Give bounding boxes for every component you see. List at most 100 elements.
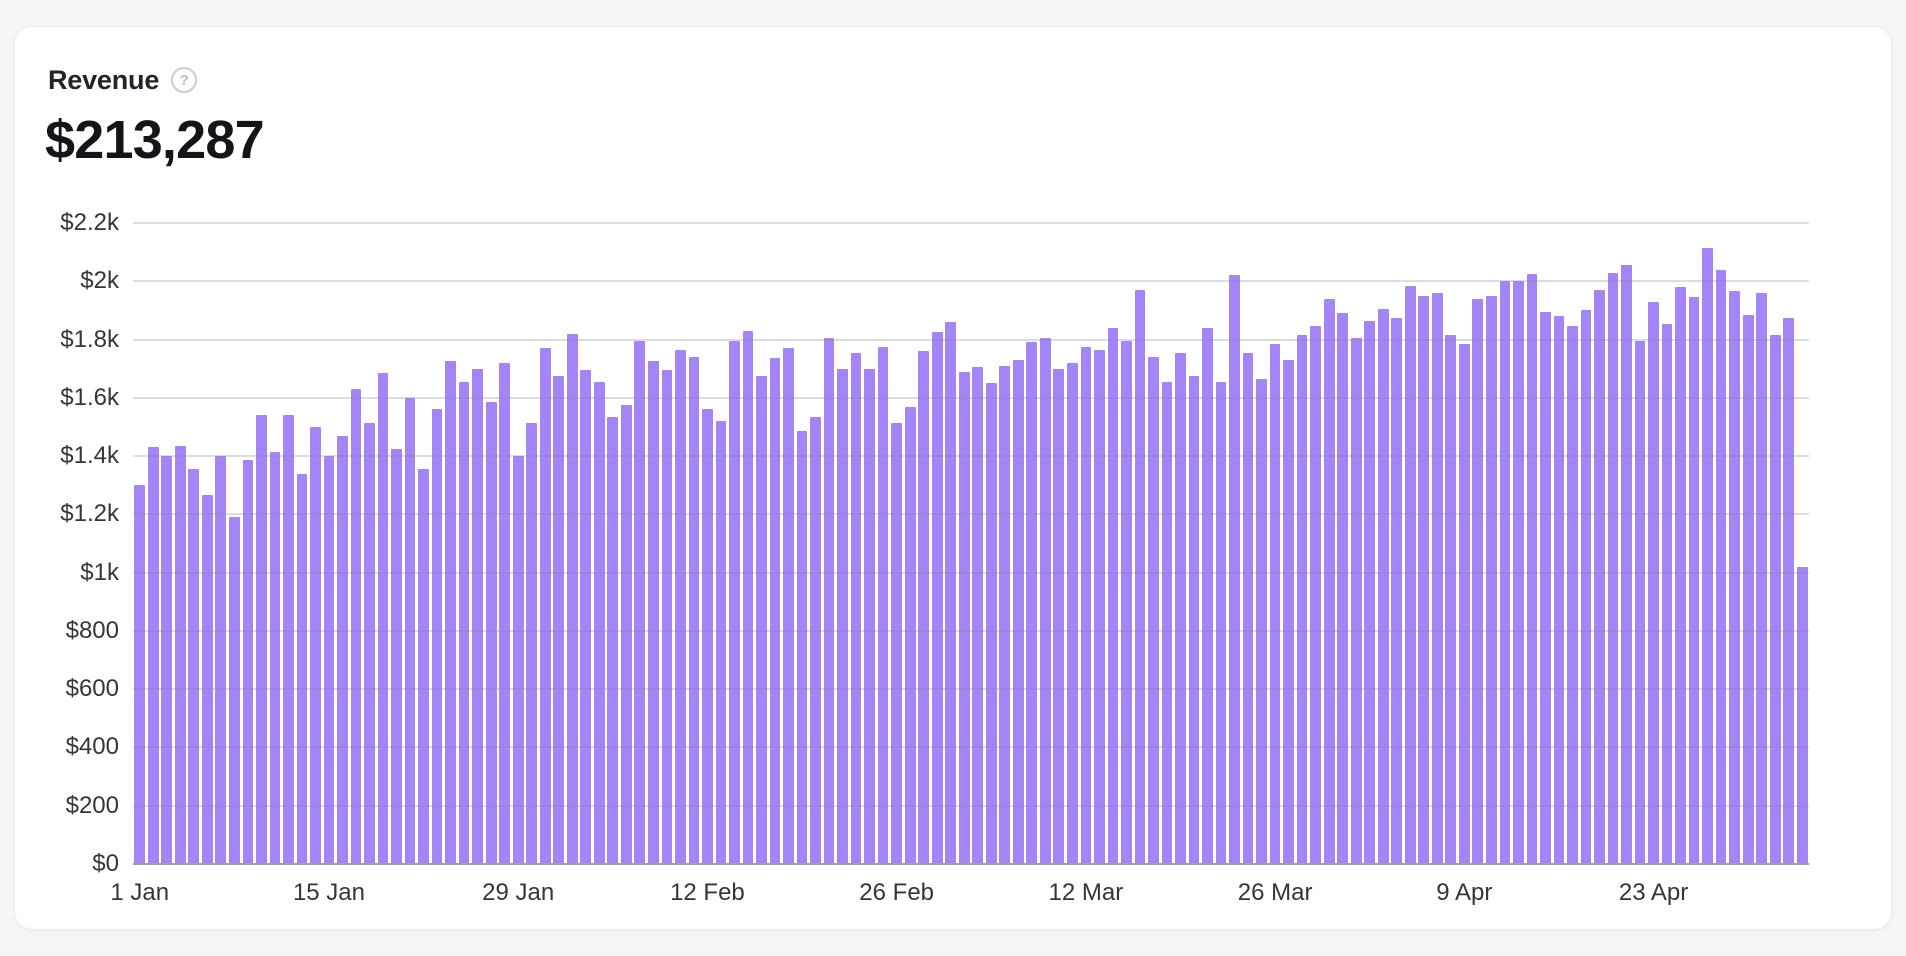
bar-day-100[interactable]	[1472, 298, 1484, 864]
bar-day-35[interactable]	[593, 381, 605, 864]
bar-day-37[interactable]	[620, 405, 632, 864]
bar-day-77[interactable]	[1161, 381, 1173, 864]
bar-day-29[interactable]	[512, 456, 524, 864]
bar-day-124[interactable]	[1796, 566, 1808, 864]
bar-day-27[interactable]	[485, 402, 497, 864]
bar-day-10[interactable]	[256, 415, 267, 864]
bar-day-97[interactable]	[1431, 292, 1443, 864]
bar-day-78[interactable]	[1175, 352, 1186, 864]
bar-day-30[interactable]	[526, 422, 538, 864]
bar-day-13[interactable]	[296, 473, 308, 864]
bar-day-92[interactable]	[1364, 320, 1376, 864]
bar-day-34[interactable]	[580, 370, 592, 864]
bar-day-57[interactable]	[891, 422, 902, 864]
bar-day-18[interactable]	[364, 422, 375, 864]
bar-day-1[interactable]	[134, 485, 146, 864]
bar-day-69[interactable]	[1053, 368, 1065, 864]
bar-day-84[interactable]	[1256, 378, 1267, 864]
bar-day-83[interactable]	[1242, 352, 1254, 864]
bar-day-119[interactable]	[1729, 291, 1740, 864]
bar-day-123[interactable]	[1783, 317, 1795, 864]
bar-day-16[interactable]	[337, 435, 348, 864]
bar-day-85[interactable]	[1269, 343, 1281, 864]
bar-day-117[interactable]	[1702, 247, 1713, 864]
bar-day-118[interactable]	[1715, 269, 1727, 864]
bar-day-108[interactable]	[1580, 310, 1592, 864]
bar-day-121[interactable]	[1756, 292, 1768, 864]
bar-day-93[interactable]	[1377, 308, 1389, 864]
bar-day-66[interactable]	[1012, 359, 1024, 864]
bar-day-61[interactable]	[945, 322, 957, 864]
bar-day-32[interactable]	[553, 375, 565, 864]
bar-day-87[interactable]	[1296, 335, 1308, 864]
bar-day-94[interactable]	[1391, 317, 1403, 864]
bar-day-122[interactable]	[1769, 335, 1781, 864]
bar-day-70[interactable]	[1067, 362, 1078, 864]
bar-day-111[interactable]	[1621, 265, 1632, 864]
bar-day-22[interactable]	[418, 469, 429, 864]
bar-day-58[interactable]	[904, 406, 916, 864]
bar-day-65[interactable]	[999, 365, 1011, 864]
bar-day-42[interactable]	[688, 357, 700, 864]
bar-day-9[interactable]	[242, 460, 254, 864]
bar-day-86[interactable]	[1283, 359, 1294, 864]
bar-day-75[interactable]	[1134, 290, 1146, 864]
bar-day-44[interactable]	[715, 421, 727, 864]
bar-day-8[interactable]	[229, 517, 240, 864]
bar-day-12[interactable]	[283, 415, 294, 864]
bar-day-101[interactable]	[1486, 295, 1497, 864]
bar-day-72[interactable]	[1094, 349, 1105, 864]
bar-day-50[interactable]	[796, 431, 808, 864]
bar-day-4[interactable]	[174, 445, 186, 864]
bar-day-67[interactable]	[1026, 342, 1038, 864]
bar-day-19[interactable]	[377, 373, 389, 864]
bar-day-112[interactable]	[1634, 341, 1646, 864]
bar-day-98[interactable]	[1445, 335, 1457, 864]
bar-day-102[interactable]	[1499, 281, 1511, 864]
bar-day-23[interactable]	[431, 409, 443, 864]
bar-day-36[interactable]	[607, 416, 619, 864]
bar-day-52[interactable]	[823, 338, 835, 864]
bar-day-103[interactable]	[1513, 281, 1524, 864]
bar-day-109[interactable]	[1594, 290, 1605, 864]
bar-day-59[interactable]	[918, 351, 930, 864]
bar-day-5[interactable]	[188, 469, 200, 864]
bar-day-68[interactable]	[1039, 338, 1051, 864]
bar-day-63[interactable]	[972, 367, 984, 864]
bar-day-53[interactable]	[837, 368, 848, 864]
bar-day-6[interactable]	[201, 495, 213, 864]
bar-day-39[interactable]	[648, 361, 659, 864]
bar-day-74[interactable]	[1121, 341, 1132, 864]
bar-day-76[interactable]	[1148, 357, 1159, 864]
bar-day-95[interactable]	[1404, 285, 1416, 864]
bar-day-64[interactable]	[985, 383, 997, 864]
bar-day-2[interactable]	[147, 447, 159, 864]
bar-day-79[interactable]	[1188, 375, 1200, 864]
bar-day-41[interactable]	[675, 349, 686, 864]
bar-day-89[interactable]	[1323, 298, 1335, 864]
bar-day-54[interactable]	[850, 352, 862, 864]
bar-day-21[interactable]	[404, 397, 416, 864]
bar-day-99[interactable]	[1458, 343, 1470, 864]
bar-day-14[interactable]	[310, 426, 321, 864]
bar-day-115[interactable]	[1675, 287, 1686, 864]
bar-day-20[interactable]	[391, 448, 402, 864]
bar-day-26[interactable]	[472, 368, 483, 864]
bar-day-11[interactable]	[269, 451, 281, 864]
bar-day-51[interactable]	[810, 416, 821, 864]
bar-day-48[interactable]	[769, 358, 781, 864]
bar-day-105[interactable]	[1540, 311, 1551, 864]
bar-day-91[interactable]	[1350, 338, 1362, 864]
bar-day-47[interactable]	[756, 375, 767, 864]
bar-day-3[interactable]	[161, 456, 173, 864]
bar-day-110[interactable]	[1607, 272, 1619, 864]
bar-day-96[interactable]	[1418, 295, 1430, 864]
bar-day-55[interactable]	[864, 368, 875, 864]
bar-day-38[interactable]	[634, 341, 646, 864]
bar-day-80[interactable]	[1202, 327, 1213, 864]
bar-day-62[interactable]	[958, 371, 970, 864]
bar-day-28[interactable]	[499, 362, 511, 864]
bar-day-116[interactable]	[1688, 297, 1700, 864]
bar-day-120[interactable]	[1742, 314, 1754, 864]
bar-day-46[interactable]	[742, 330, 754, 864]
